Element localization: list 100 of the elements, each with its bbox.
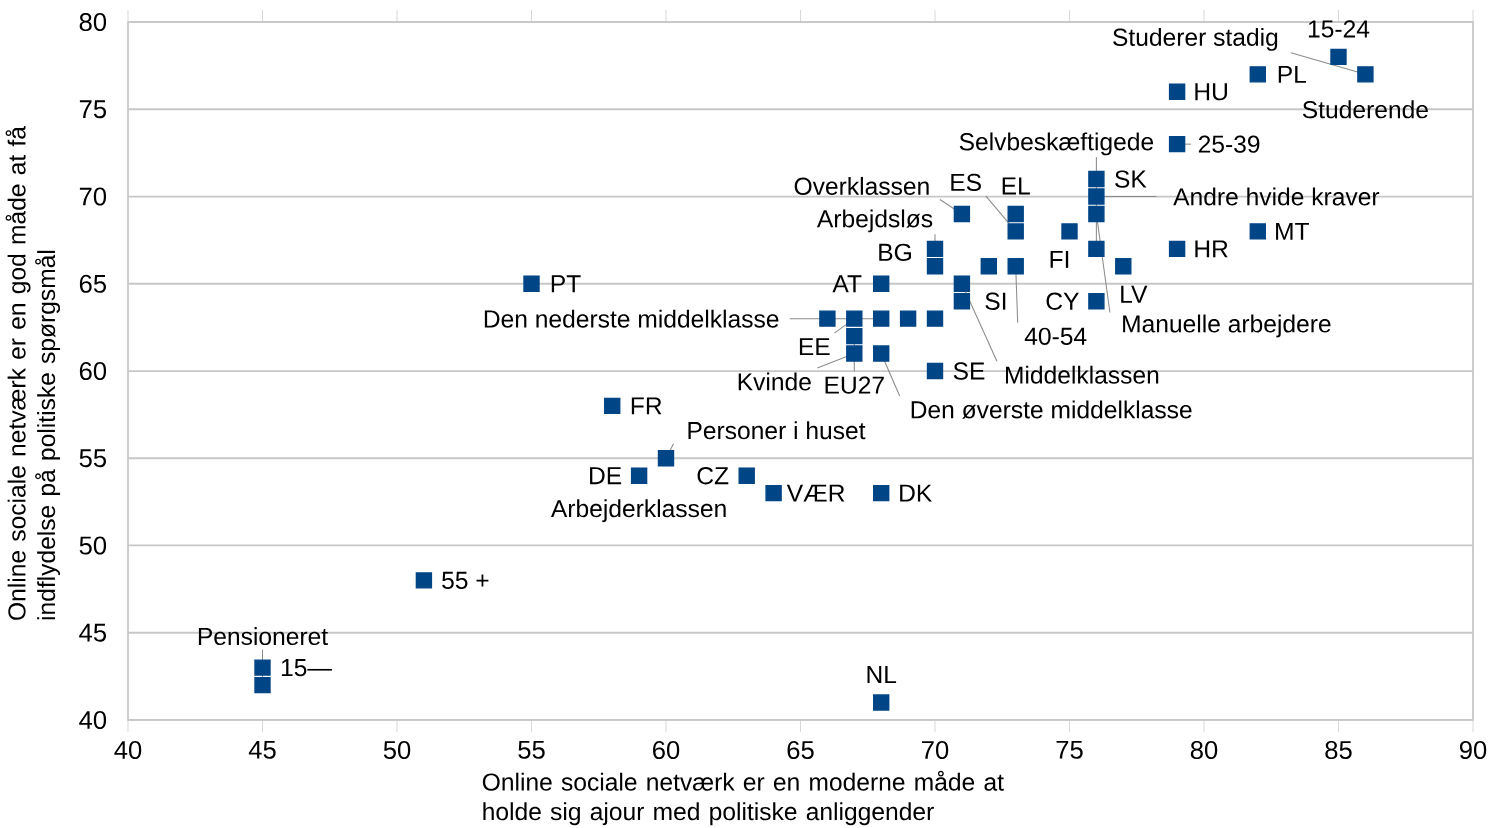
point — [926, 258, 944, 275]
annotation: SK — [1115, 170, 1147, 188]
annotation: EU27 — [825, 376, 884, 394]
annotation: 40-54 — [1024, 327, 1087, 345]
point — [873, 310, 890, 327]
annotation: Arbejdsløs — [816, 209, 933, 233]
x-tick-label: 90 — [1459, 740, 1487, 760]
x-tick-label: 70 — [922, 740, 949, 760]
point — [1249, 223, 1267, 240]
point — [980, 258, 998, 275]
point — [1007, 258, 1024, 275]
annotation: EL — [1002, 177, 1030, 195]
point — [873, 694, 890, 711]
point — [846, 345, 863, 362]
y-tick-label: 55 — [79, 449, 107, 468]
y-tick-label: 45 — [79, 623, 107, 642]
y-tick-label: 75 — [79, 100, 107, 119]
point — [1168, 135, 1186, 153]
point — [1168, 83, 1186, 101]
point — [926, 310, 944, 327]
y-tick-label: 65 — [79, 274, 107, 293]
annotation: Personer i huset — [688, 421, 866, 440]
point — [1168, 240, 1186, 258]
annotation: Den nederste middelklasse — [484, 309, 779, 328]
annotation: Den øverste middelklasse — [911, 400, 1192, 419]
point — [1249, 66, 1267, 83]
point — [1330, 48, 1347, 66]
annotation: HR — [1195, 240, 1228, 258]
point — [630, 467, 648, 484]
point — [254, 659, 271, 676]
annotation: SE — [953, 362, 985, 380]
annotation: AT — [832, 275, 862, 293]
point — [873, 345, 890, 362]
point — [953, 205, 971, 223]
point — [1061, 223, 1078, 240]
annotation: BG — [879, 243, 911, 261]
annotation: Middelklassen — [1006, 365, 1159, 384]
x-tick-label: 75 — [1056, 740, 1083, 759]
point — [846, 327, 863, 345]
x-tick-label: 85 — [1325, 740, 1352, 760]
point — [873, 275, 890, 292]
annotation: LV — [1121, 285, 1148, 303]
annotation: DK — [900, 484, 932, 502]
y-tick-label: 40 — [79, 710, 107, 730]
point — [603, 397, 621, 415]
y-tick-label: 50 — [79, 536, 107, 555]
annotation: FR — [631, 397, 662, 415]
point — [1007, 205, 1024, 223]
annotation: Pensioneret — [198, 627, 328, 646]
point — [1088, 292, 1105, 310]
annotation: MT — [1276, 222, 1309, 240]
y-tick-label: 70 — [79, 187, 107, 206]
annotation: SI — [985, 292, 1006, 310]
point — [1007, 223, 1024, 240]
annotation: Studerende — [1302, 100, 1428, 119]
point — [926, 240, 944, 258]
annotation: VÆR — [786, 484, 845, 502]
annotation: Selvbeskæftigede — [959, 132, 1154, 156]
y-axis-title: Online sociale netværk er en god måde at få indflydelse på politiske spørgsmål — [5, 126, 61, 620]
point — [1088, 170, 1105, 188]
point — [1357, 66, 1374, 83]
annotation: 15— — [281, 659, 332, 677]
point — [765, 484, 782, 502]
point — [873, 484, 890, 502]
point — [1088, 205, 1105, 223]
point — [953, 292, 971, 310]
x-tick-label: 40 — [114, 740, 142, 760]
annotation: CY — [1046, 292, 1079, 310]
annotation: NL — [867, 666, 897, 684]
x-tick-label: 55 — [518, 740, 545, 759]
annotation: DE — [590, 467, 622, 485]
x-tick-label: 45 — [248, 740, 276, 759]
annotation: PL — [1278, 65, 1306, 83]
point — [415, 572, 433, 589]
annotation: EE — [799, 338, 830, 356]
annotation: FI — [1050, 250, 1069, 268]
point — [899, 310, 917, 327]
annotation: 15-24 — [1308, 20, 1370, 38]
point — [1088, 188, 1105, 205]
point — [846, 310, 863, 327]
annotation: HU — [1195, 83, 1227, 101]
annotation: Andre hvide kraver — [1173, 187, 1380, 206]
annotation: Overklassen — [794, 176, 929, 195]
annotation: Studerer stadig — [1113, 27, 1278, 51]
annotation: Manuelle arbejdere — [1123, 314, 1331, 338]
annotation: PT — [551, 275, 581, 293]
point — [1115, 258, 1132, 275]
point — [953, 275, 971, 292]
y-tick-label: 60 — [79, 361, 107, 381]
annotation: ES — [951, 173, 981, 192]
x-axis-title: Online sociale netværk er en moderne måde at holde sig ajour med politiske anliggender — [482, 770, 1004, 826]
annotation: Kvinde — [738, 372, 811, 391]
point — [738, 467, 755, 484]
annotation: 55 + — [442, 571, 489, 589]
x-tick-label: 60 — [653, 740, 680, 760]
point — [523, 275, 540, 292]
y-tick-label: 80 — [79, 12, 107, 32]
annotation: Arbejderklassen — [550, 499, 726, 523]
point — [819, 310, 836, 327]
x-tick-label: 50 — [383, 740, 411, 760]
